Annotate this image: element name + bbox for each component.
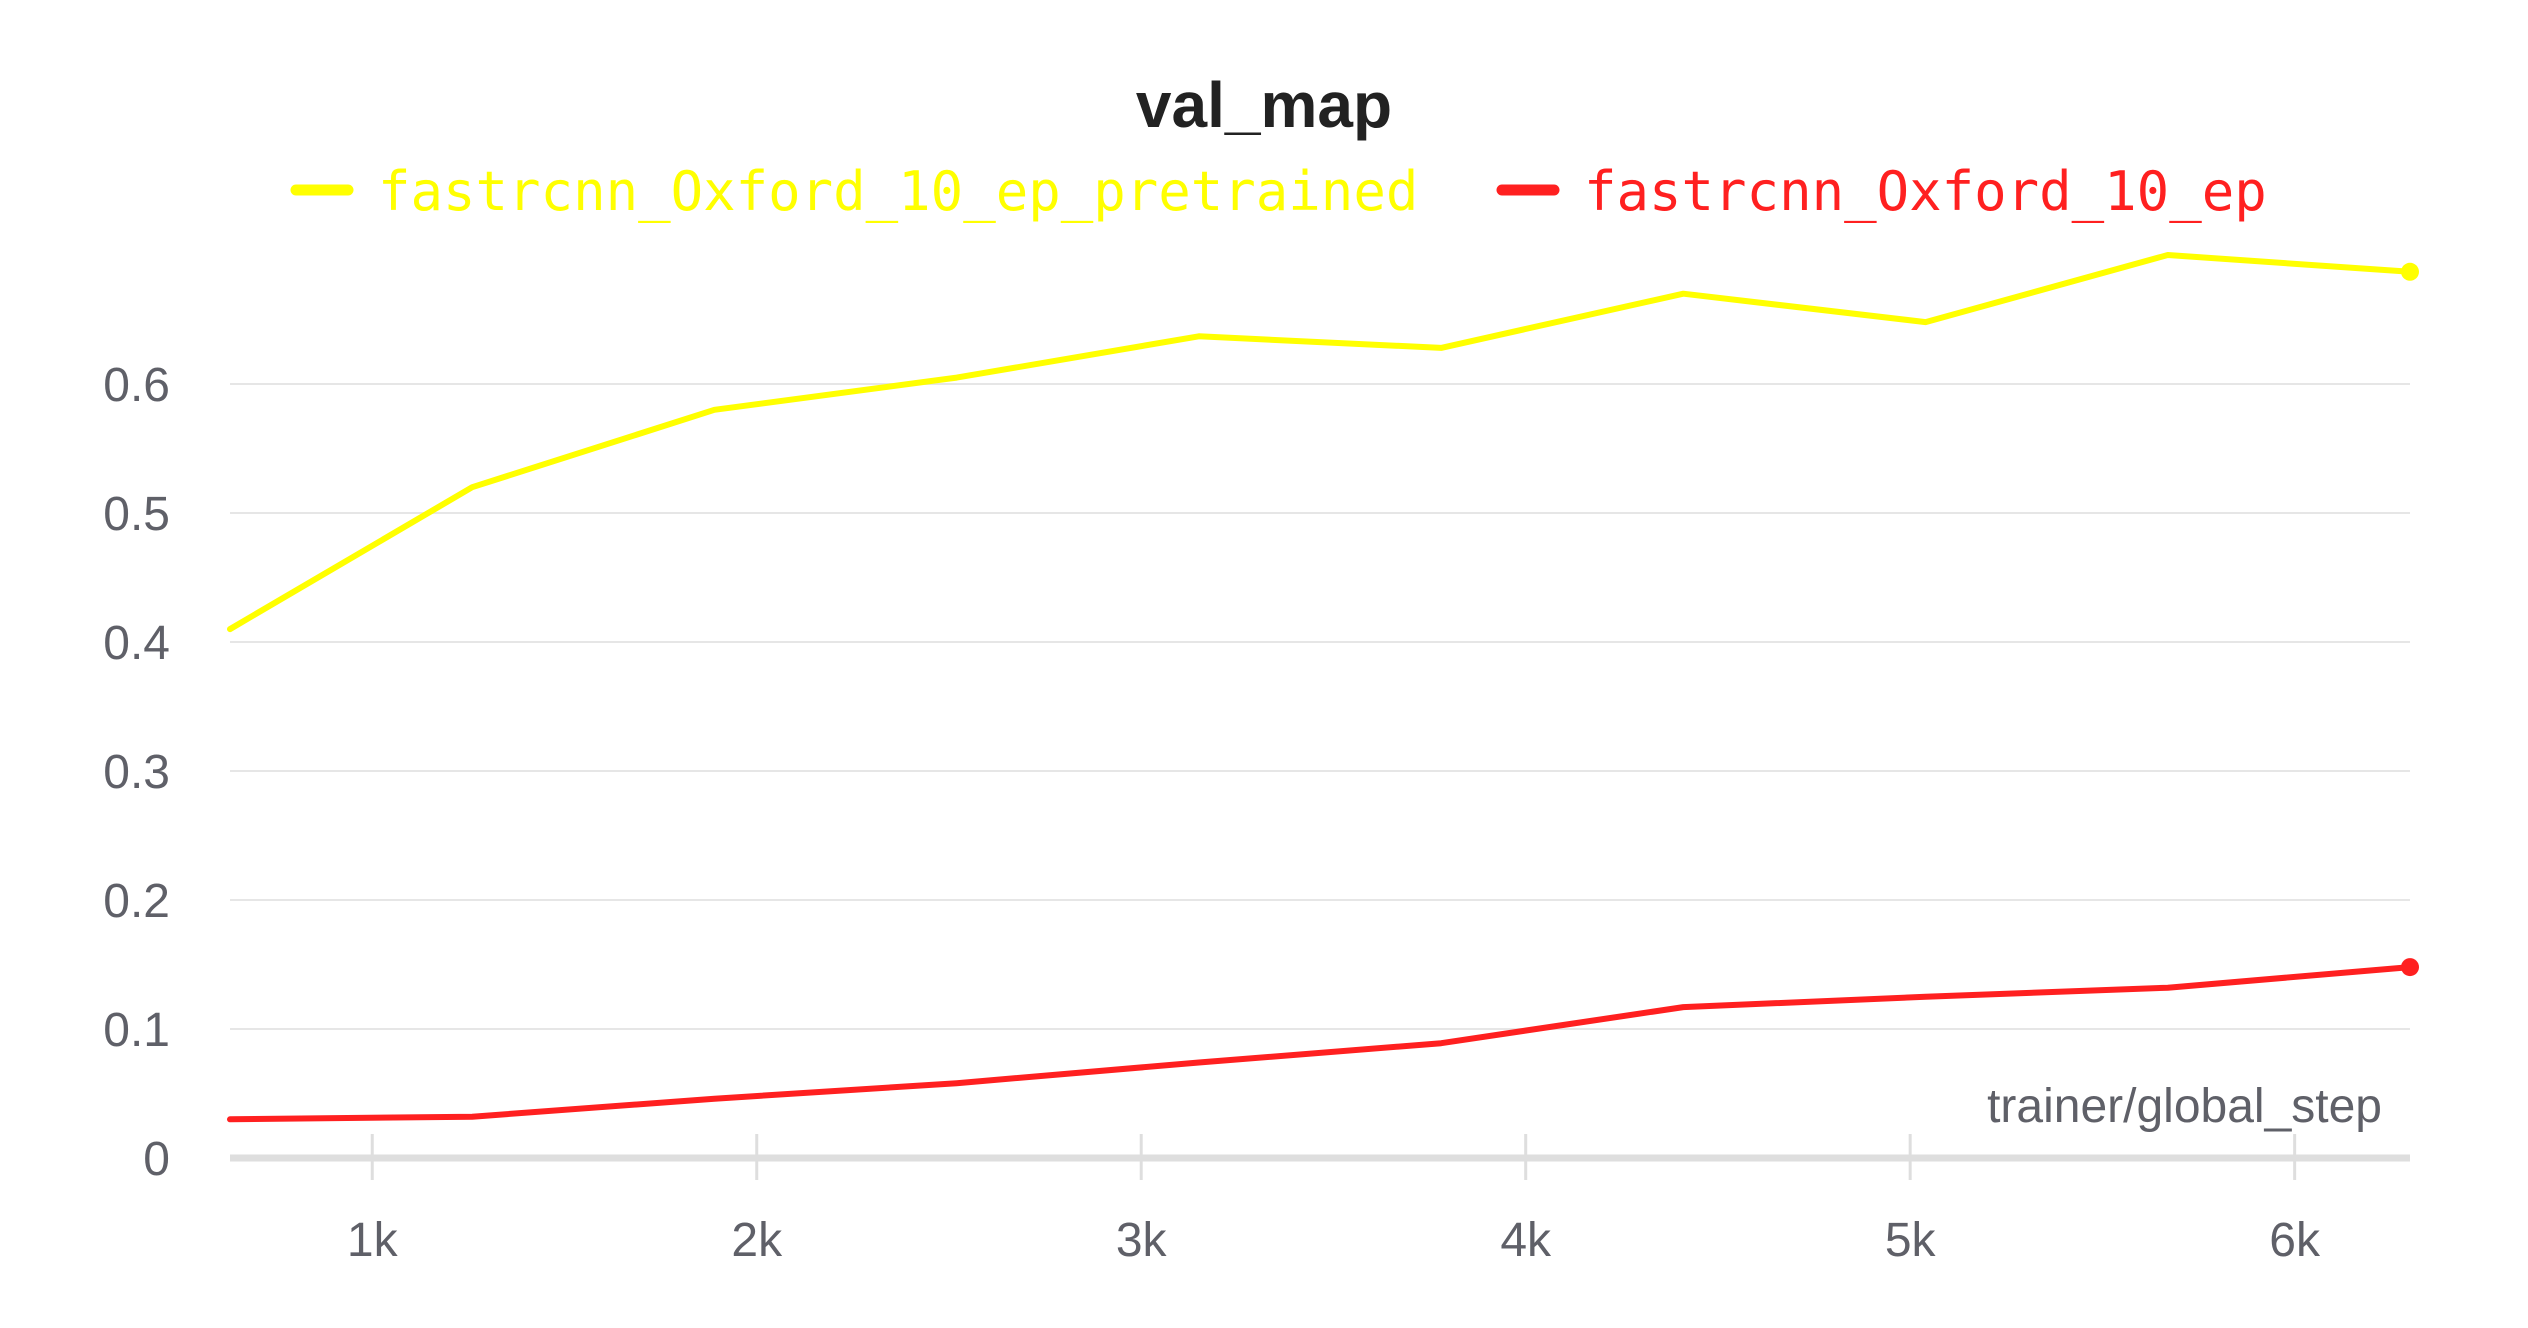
series-line-0 [227,252,2413,633]
y-tick-label: 0.6 [103,359,170,412]
y-tick-label: 0.1 [103,1004,170,1057]
x-tick-label: 1k [347,1214,399,1267]
legend-label-1: fastrcnn_Oxford_10_ep [1584,160,2267,223]
y-axis: 0 0.1 0.2 0.3 0.4 0.5 0.6 [103,359,170,1186]
plot-series [227,252,2419,1123]
x-axis-title: trainer/global_step [1987,1080,2382,1133]
y-tick-label: 0.5 [103,488,170,541]
x-tick-label: 4k [1500,1214,1552,1267]
y-tick-label: 0 [143,1133,170,1186]
x-axis: 1k 2k 3k 4k 5k 6k [230,1134,2410,1267]
x-tick-label: 2k [731,1214,783,1267]
grid-lines [230,383,2410,1030]
legend-label-0: fastrcnn_Oxford_10_ep_pretrained [378,160,1418,223]
x-tick-label: 5k [1885,1214,1937,1267]
series-end-point-0 [2401,262,2419,281]
chart-title: val_map [1136,69,1392,141]
x-tick-label: 3k [1116,1214,1168,1267]
legend: fastrcnn_Oxford_10_ep_pretrained fastrcnn… [290,160,2267,223]
y-tick-label: 0.2 [103,875,170,928]
series-end-point-1 [2401,958,2419,977]
x-tick-label: 6k [2269,1214,2321,1267]
series-line-1 [227,964,2413,1123]
y-tick-label: 0.4 [103,617,170,670]
y-tick-label: 0.3 [103,746,170,799]
